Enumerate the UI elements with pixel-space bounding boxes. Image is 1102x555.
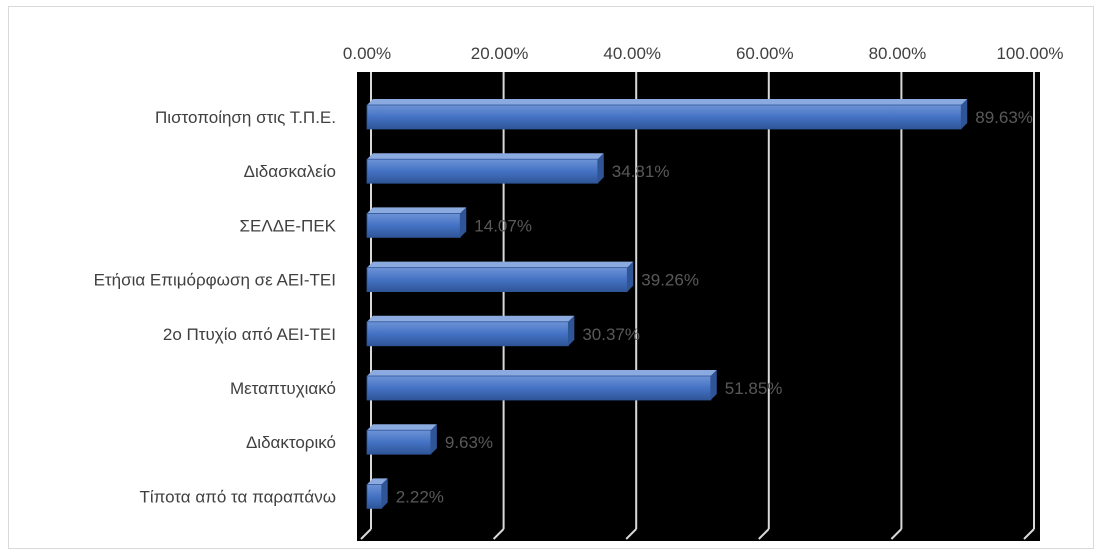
data-label: 34.81% [612, 162, 670, 181]
bar-side-face [961, 99, 968, 129]
category-label: Τίποτα από τα παραπάνω [139, 487, 336, 506]
gridline-foot [758, 528, 770, 540]
data-label: 9.63% [445, 433, 493, 452]
x-tick-label: 20.00% [471, 44, 529, 63]
bar [366, 424, 437, 455]
bar-front-face [366, 267, 628, 293]
category-label: Διδασκαλείο [244, 162, 336, 181]
plot-area [357, 72, 1040, 541]
x-axis-ticks: 0.00% 20.00% 40.00% 60.00% 80.00% 100.00% [343, 44, 1064, 63]
x-tick-label: 40.00% [603, 44, 661, 63]
bar-top-face [367, 315, 575, 322]
bar-front-face [366, 429, 432, 455]
bar-side-face [710, 370, 717, 400]
category-label: Μεταπτυχιακό [230, 379, 336, 398]
bars [366, 99, 968, 509]
gridline-foot [360, 528, 372, 540]
bar [366, 370, 717, 401]
bar-top-face [367, 99, 968, 105]
category-label: ΣΕΛΔΕ-ΠΕΚ [239, 216, 336, 235]
bar-top-face [367, 370, 717, 376]
bar [366, 478, 388, 509]
x-tick-label: 80.00% [869, 44, 927, 63]
data-label: 14.07% [474, 216, 532, 235]
bar-front-face [366, 483, 383, 509]
bar-side-face [430, 424, 437, 455]
bar [366, 261, 634, 293]
bar [366, 315, 575, 347]
bar-side-face [597, 153, 604, 184]
bar-top-face [367, 261, 634, 268]
bar-top-face [367, 153, 604, 160]
category-label: Διδακτορικό [246, 433, 336, 452]
data-label: 39.26% [641, 271, 699, 290]
data-label: 30.37% [582, 325, 640, 344]
gridline-foot [1023, 528, 1035, 540]
x-tick-label: 0.00% [343, 44, 391, 63]
category-labels: Πιστοποίηση στις Τ.Π.Ε. Διδασκαλείο ΣΕΛΔΕ-… [94, 108, 337, 506]
bar-front-face [366, 212, 461, 238]
data-label: 89.63% [975, 108, 1033, 127]
category-label: Πιστοποίηση στις Τ.Π.Ε. [155, 108, 336, 127]
bar-side-face [460, 207, 467, 238]
bar-front-face [366, 104, 962, 130]
bar-top-face [367, 478, 388, 485]
data-label: 51.85% [725, 379, 783, 398]
bar-front-face [366, 375, 712, 401]
bar-side-face [627, 261, 634, 292]
gridline-foot [890, 528, 903, 540]
bar-top-face [367, 207, 467, 214]
bar [366, 153, 604, 184]
bar-front-face [366, 321, 569, 347]
bar [366, 207, 467, 238]
gridline-foot [625, 528, 637, 540]
category-label: Ετήσια Επιμόρφωση σε ΑΕΙ-ΤΕΙ [94, 271, 336, 290]
x-tick-label: 60.00% [736, 44, 794, 63]
bar-front-face [366, 158, 599, 184]
data-labels: 89.63% 34.81% 14.07% 39.26% 30.37% 51.85% 9.63… [396, 108, 1033, 506]
bar-side-face [381, 478, 388, 509]
gridline-foot [492, 528, 505, 540]
x-tick-label: 100.00% [996, 44, 1063, 63]
bar-side-face [568, 315, 575, 346]
bar [366, 99, 968, 130]
bar-top-face [367, 424, 437, 431]
category-label: 2ο Πτυχίο από ΑΕΙ-ΤΕΙ [163, 325, 336, 344]
data-label: 2.22% [396, 487, 444, 506]
